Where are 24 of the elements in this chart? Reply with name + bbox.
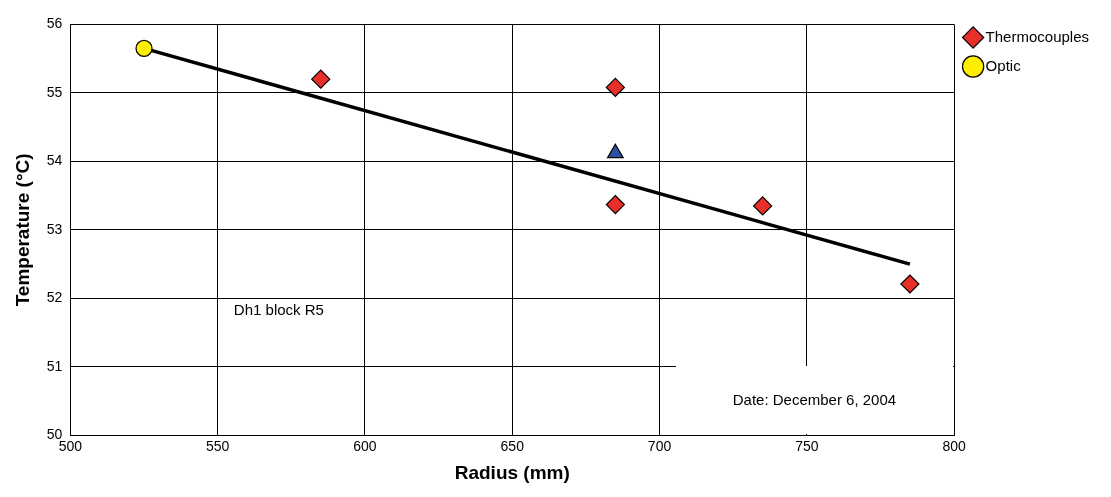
y-tick-label: 56 — [46, 15, 63, 32]
y-tick-label: 55 — [46, 83, 63, 100]
x-tick-label: 700 — [647, 437, 672, 454]
annotation: Dh1 block R5 — [233, 300, 324, 318]
x-axis-title: Radius (mm) — [454, 461, 570, 483]
y-tick-label: 54 — [46, 152, 63, 169]
x-tick-label: 800 — [942, 437, 967, 454]
y-tick-label: 53 — [46, 220, 63, 237]
x-tick-label: 750 — [795, 437, 819, 454]
point — [900, 274, 920, 294]
point — [311, 69, 331, 89]
y-axis-title: Temperature (°C) — [11, 153, 33, 307]
label-box: Date: December 6, 2004 — [675, 365, 954, 435]
point — [135, 39, 153, 57]
legend-label: Thermocouples — [985, 27, 1090, 45]
y-tick-label: 51 — [46, 357, 63, 374]
point — [605, 194, 625, 215]
point — [605, 77, 625, 98]
x-tick-label: 600 — [353, 437, 377, 454]
y-tick-label: 52 — [46, 289, 63, 306]
point — [753, 196, 773, 216]
legend-label: Optic — [985, 56, 1022, 74]
x-tick-label: 650 — [500, 437, 525, 454]
x-tick-label: 550 — [205, 437, 230, 454]
